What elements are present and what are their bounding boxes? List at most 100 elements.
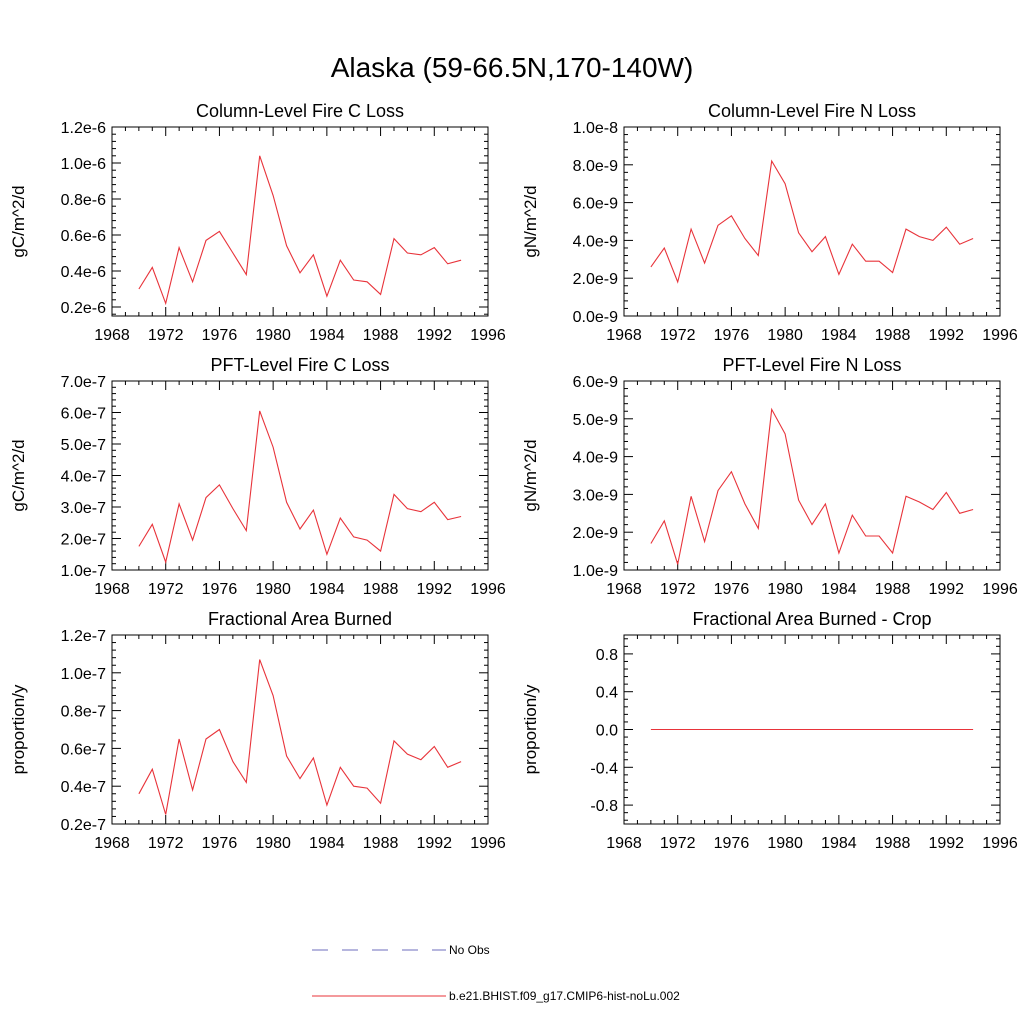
x-tick-label: 1980 [767, 581, 803, 598]
x-tick-label: 1996 [982, 327, 1018, 344]
x-tick-label: 1988 [875, 581, 911, 598]
y-tick-label: 1.0e-6 [61, 156, 106, 173]
series-line-1 [138, 410, 462, 565]
x-tick-label: 1984 [821, 581, 857, 598]
y-tick-label: -0.8 [590, 798, 618, 815]
y-tick-label: 1.0e-8 [573, 120, 618, 137]
y-tick-label: 3.0e-7 [61, 500, 106, 517]
x-tick-label: 1988 [363, 581, 399, 598]
x-tick-label: 1968 [94, 327, 130, 344]
chart-title: PFT-Level Fire C Loss [210, 355, 389, 375]
x-tick-label: 1980 [767, 327, 803, 344]
series-line-1 [650, 159, 974, 284]
x-tick-label: 1996 [982, 835, 1018, 852]
y-tick-label: 2.0e-7 [61, 532, 106, 549]
y-tick-label: 1.0e-7 [61, 563, 106, 580]
x-tick-label: 1968 [606, 581, 642, 598]
x-tick-label: 1996 [982, 581, 1018, 598]
x-tick-label: 1980 [767, 835, 803, 852]
y-tick-label: 1.2e-6 [61, 120, 106, 137]
plot-frame [623, 126, 1001, 317]
chart-title: Fractional Area Burned - Crop [692, 609, 931, 629]
x-tick-label: 1984 [309, 835, 345, 852]
x-tick-label: 1992 [928, 327, 964, 344]
x-tick-label: 1996 [470, 835, 506, 852]
y-tick-label: 0.8e-7 [61, 704, 106, 721]
y-tick-label: 0.0 [596, 723, 618, 740]
x-tick-label: 1972 [148, 835, 184, 852]
plot-frame [111, 126, 489, 317]
x-tick-label: 1980 [255, 327, 291, 344]
y-axis-label: gC/m^2/d [9, 185, 28, 257]
x-tick-label: 1972 [148, 581, 184, 598]
y-tick-label: 0.4 [596, 685, 618, 702]
chart-panel-4: PFT-Level Fire N Loss gN/m^2/d 1968 1972 197… [521, 355, 1018, 598]
y-tick-label: 1.0e-7 [61, 666, 106, 683]
plot-frame [111, 380, 489, 571]
y-tick-label: 0.6e-7 [61, 741, 106, 758]
y-tick-label: 4.0e-7 [61, 469, 106, 486]
y-tick-label: 2.0e-9 [573, 525, 618, 542]
x-tick-label: 1972 [660, 835, 696, 852]
y-tick-label: 0.8 [596, 647, 618, 664]
y-tick-label: 8.0e-9 [573, 158, 618, 175]
y-tick-label: 1.2e-7 [61, 628, 106, 645]
y-tick-label: 0.4e-7 [61, 779, 106, 796]
y-tick-label: 4.0e-9 [573, 233, 618, 250]
chart-panel-3: PFT-Level Fire C Loss gC/m^2/d 1968 1972 197… [9, 355, 506, 598]
x-tick-label: 1996 [470, 327, 506, 344]
x-tick-label: 1976 [202, 581, 238, 598]
y-tick-label: 0.2e-6 [61, 300, 106, 317]
y-tick-label: 0.0e-9 [573, 309, 618, 326]
y-tick-label: 5.0e-7 [61, 437, 106, 454]
y-tick-label: 7.0e-7 [61, 374, 106, 391]
y-tick-label: 3.0e-9 [573, 487, 618, 504]
chart-panel-6: Fractional Area Burned - Crop proportion/… [521, 609, 1018, 852]
series-line-1 [650, 407, 974, 565]
x-tick-label: 1972 [148, 327, 184, 344]
x-tick-label: 1976 [202, 327, 238, 344]
chart-panel-5: Fractional Area Burned proportion/y 1968 19… [9, 609, 506, 852]
y-tick-label: 0.2e-7 [61, 817, 106, 834]
x-tick-label: 1968 [94, 835, 130, 852]
x-tick-label: 1992 [416, 581, 452, 598]
y-tick-label: 5.0e-9 [573, 412, 618, 429]
chart-title: PFT-Level Fire N Loss [722, 355, 901, 375]
x-tick-label: 1992 [928, 835, 964, 852]
x-tick-label: 1988 [875, 327, 911, 344]
x-tick-label: 1988 [363, 327, 399, 344]
x-tick-label: 1992 [416, 327, 452, 344]
x-tick-label: 1976 [714, 581, 750, 598]
y-axis-label: proportion/y [9, 684, 28, 774]
y-tick-label: 6.0e-9 [573, 196, 618, 213]
y-tick-label: 0.4e-6 [61, 264, 106, 281]
chart-title: Fractional Area Burned [208, 609, 392, 629]
y-tick-label: 2.0e-9 [573, 271, 618, 288]
chart-panel-1: Column-Level Fire C Loss gC/m^2/d 1968 1972… [9, 101, 506, 344]
x-tick-label: 1984 [821, 835, 857, 852]
page-title: Alaska (59-66.5N,170-140W) [330, 52, 694, 83]
chart-panel-2: Column-Level Fire N Loss gN/m^2/d 1968 1972… [521, 101, 1018, 344]
x-tick-label: 1972 [660, 581, 696, 598]
y-tick-label: 4.0e-9 [573, 450, 618, 467]
chart-title: Column-Level Fire N Loss [708, 101, 916, 121]
series-line-1 [138, 155, 462, 306]
x-tick-label: 1976 [714, 327, 750, 344]
y-axis-label: proportion/y [521, 684, 540, 774]
x-tick-label: 1984 [309, 327, 345, 344]
x-tick-label: 1988 [875, 835, 911, 852]
y-axis-label: gC/m^2/d [9, 439, 28, 511]
x-tick-label: 1976 [202, 835, 238, 852]
x-tick-label: 1992 [416, 835, 452, 852]
y-tick-label: -0.4 [590, 760, 618, 777]
x-tick-label: 1972 [660, 327, 696, 344]
plot-frame [111, 634, 489, 825]
x-tick-label: 1992 [928, 581, 964, 598]
x-tick-label: 1976 [714, 835, 750, 852]
x-tick-label: 1984 [821, 327, 857, 344]
x-tick-label: 1988 [363, 835, 399, 852]
x-tick-label: 1984 [309, 581, 345, 598]
legend-label: b.e21.BHIST.f09_g17.CMIP6-hist-noLu.002 [449, 989, 680, 1003]
chart-title: Column-Level Fire C Loss [196, 101, 404, 121]
